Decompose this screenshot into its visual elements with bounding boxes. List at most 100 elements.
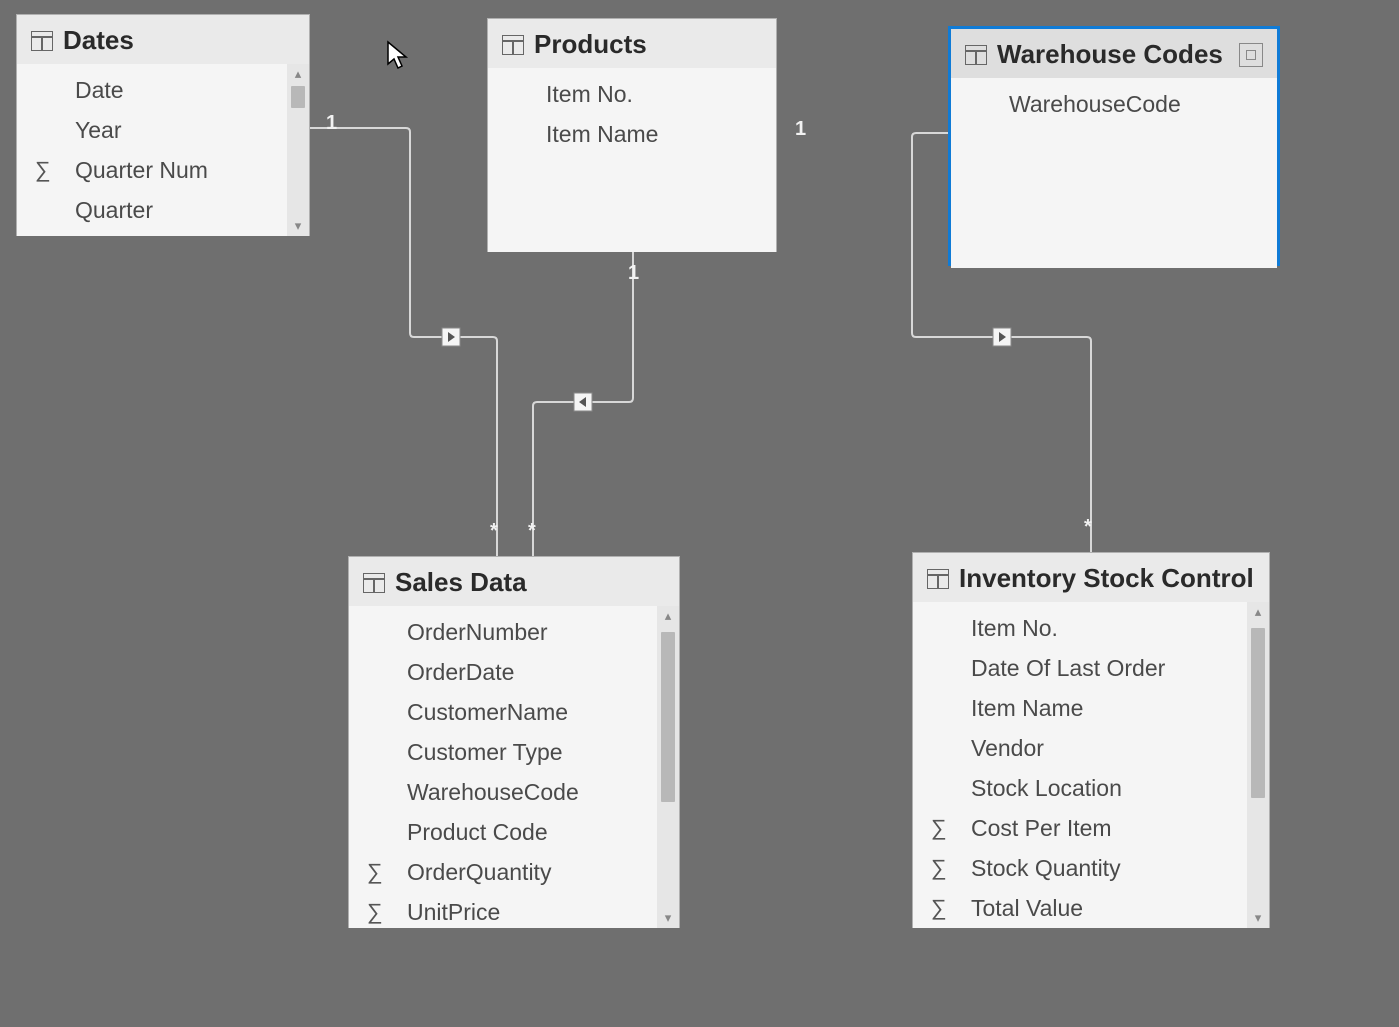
filter-direction-icon[interactable] xyxy=(574,393,592,411)
field-label: CustomerName xyxy=(407,699,568,726)
table-dates[interactable]: Dates DateYear∑Quarter NumQuarter▴▾ xyxy=(16,14,310,236)
scroll-down-icon[interactable]: ▾ xyxy=(657,908,679,928)
field-row[interactable]: Vendor xyxy=(913,728,1247,768)
scroll-up-icon[interactable]: ▴ xyxy=(287,64,309,84)
field-row[interactable]: ∑Quarter Num xyxy=(17,150,287,190)
field-row[interactable]: Date xyxy=(17,70,287,110)
field-label: Total Value xyxy=(971,895,1083,922)
field-label: OrderDate xyxy=(407,659,514,686)
scroll-up-icon[interactable]: ▴ xyxy=(657,606,679,626)
table-title: Products xyxy=(534,29,647,60)
scroll-thumb[interactable] xyxy=(661,632,675,802)
sigma-icon: ∑ xyxy=(367,899,407,925)
rel-dates-sales[interactable] xyxy=(310,128,497,556)
table-title: Dates xyxy=(63,25,134,56)
field-label: WarehouseCode xyxy=(407,779,579,806)
cardinality-label: * xyxy=(490,520,498,543)
mouse-cursor-icon xyxy=(386,40,410,72)
scrollbar[interactable]: ▴▾ xyxy=(657,606,679,928)
field-row[interactable]: ∑UnitPrice xyxy=(349,892,657,928)
table-icon xyxy=(31,31,53,51)
field-label: Date xyxy=(75,77,124,104)
field-row[interactable]: Customer Type xyxy=(349,732,657,772)
sigma-icon: ∑ xyxy=(931,815,971,841)
field-label: Product Code xyxy=(407,819,548,846)
field-label: OrderQuantity xyxy=(407,859,551,886)
field-label: WarehouseCode xyxy=(1009,91,1181,118)
field-row[interactable]: ∑Cost Per Item xyxy=(913,808,1247,848)
table-header-warehouse[interactable]: Warehouse Codes xyxy=(951,29,1277,78)
table-warehouse-codes[interactable]: Warehouse Codes WarehouseCode xyxy=(948,26,1280,266)
field-row[interactable]: Product Code xyxy=(349,812,657,852)
scrollbar[interactable]: ▴▾ xyxy=(1247,602,1269,928)
expand-icon[interactable] xyxy=(1239,43,1263,67)
table-icon xyxy=(502,35,524,55)
rel-products-sales[interactable] xyxy=(533,252,633,556)
field-label: Cost Per Item xyxy=(971,815,1112,842)
scroll-thumb[interactable] xyxy=(1251,628,1265,798)
cardinality-label: * xyxy=(528,520,536,543)
field-label: Item Name xyxy=(971,695,1083,722)
field-label: UnitPrice xyxy=(407,899,500,926)
model-canvas[interactable]: 1*1*1* Dates DateYear∑Quarter NumQuarter… xyxy=(0,0,1399,1027)
field-row[interactable]: Year xyxy=(17,110,287,150)
fields-list-inventory: Item No. Date Of Last Order Item Name Vendo… xyxy=(913,602,1269,928)
field-row[interactable]: OrderDate xyxy=(349,652,657,692)
scroll-down-icon[interactable]: ▾ xyxy=(1247,908,1269,928)
sigma-icon: ∑ xyxy=(367,859,407,885)
filter-direction-icon[interactable] xyxy=(993,328,1011,346)
field-label: Stock Quantity xyxy=(971,855,1121,882)
sigma-icon: ∑ xyxy=(931,855,971,881)
field-row[interactable]: ∑Total Value xyxy=(913,888,1247,928)
field-label: Quarter Num xyxy=(75,157,208,184)
field-label: Item Name xyxy=(546,121,658,148)
field-label: Item No. xyxy=(546,81,633,108)
field-row[interactable]: Item Name xyxy=(913,688,1247,728)
scroll-thumb[interactable] xyxy=(291,86,305,108)
field-row[interactable]: OrderNumber xyxy=(349,612,657,652)
field-label: Vendor xyxy=(971,735,1044,762)
table-header-sales[interactable]: Sales Data xyxy=(349,557,679,606)
field-row[interactable]: ∑Stock Quantity xyxy=(913,848,1247,888)
field-row[interactable]: Date Of Last Order xyxy=(913,648,1247,688)
table-header-products[interactable]: Products xyxy=(488,19,776,68)
cardinality-label: 1 xyxy=(326,112,337,135)
field-label: OrderNumber xyxy=(407,619,548,646)
field-row[interactable]: Stock Location xyxy=(913,768,1247,808)
table-inventory-stock-control[interactable]: Inventory Stock Control Item No. Date Of … xyxy=(912,552,1270,928)
field-row[interactable]: ∑OrderQuantity xyxy=(349,852,657,892)
table-icon xyxy=(363,573,385,593)
field-row[interactable]: Item No. xyxy=(488,74,776,114)
table-title: Warehouse Codes xyxy=(997,39,1223,70)
fields-list-sales: OrderNumber OrderDate CustomerName Customer… xyxy=(349,606,679,928)
table-title: Sales Data xyxy=(395,567,527,598)
table-header-dates[interactable]: Dates xyxy=(17,15,309,64)
table-header-inventory[interactable]: Inventory Stock Control xyxy=(913,553,1269,602)
field-label: Quarter xyxy=(75,197,153,224)
table-products[interactable]: Products Item No. Item Name xyxy=(487,18,777,252)
table-icon xyxy=(927,569,949,589)
sigma-icon: ∑ xyxy=(35,157,75,183)
field-row[interactable]: WarehouseCode xyxy=(349,772,657,812)
fields-list-dates: DateYear∑Quarter NumQuarter▴▾ xyxy=(17,64,309,236)
table-sales-data[interactable]: Sales Data OrderNumber OrderDate CustomerN… xyxy=(348,556,680,928)
field-row[interactable]: Item No. xyxy=(913,608,1247,648)
table-icon xyxy=(965,45,987,65)
field-row[interactable]: WarehouseCode xyxy=(951,84,1277,124)
scrollbar[interactable]: ▴▾ xyxy=(287,64,309,236)
filter-direction-icon[interactable] xyxy=(442,328,460,346)
field-label: Stock Location xyxy=(971,775,1122,802)
field-row[interactable]: Quarter xyxy=(17,190,287,230)
scroll-down-icon[interactable]: ▾ xyxy=(287,216,309,236)
table-title: Inventory Stock Control xyxy=(959,563,1254,594)
scroll-up-icon[interactable]: ▴ xyxy=(1247,602,1269,622)
field-label: Year xyxy=(75,117,121,144)
field-label: Date Of Last Order xyxy=(971,655,1165,682)
fields-list-warehouse: WarehouseCode xyxy=(951,78,1277,268)
field-label: Customer Type xyxy=(407,739,563,766)
field-row[interactable]: CustomerName xyxy=(349,692,657,732)
field-label: Item No. xyxy=(971,615,1058,642)
sigma-icon: ∑ xyxy=(931,895,971,921)
field-row[interactable]: Item Name xyxy=(488,114,776,154)
cardinality-label: * xyxy=(1084,516,1092,539)
